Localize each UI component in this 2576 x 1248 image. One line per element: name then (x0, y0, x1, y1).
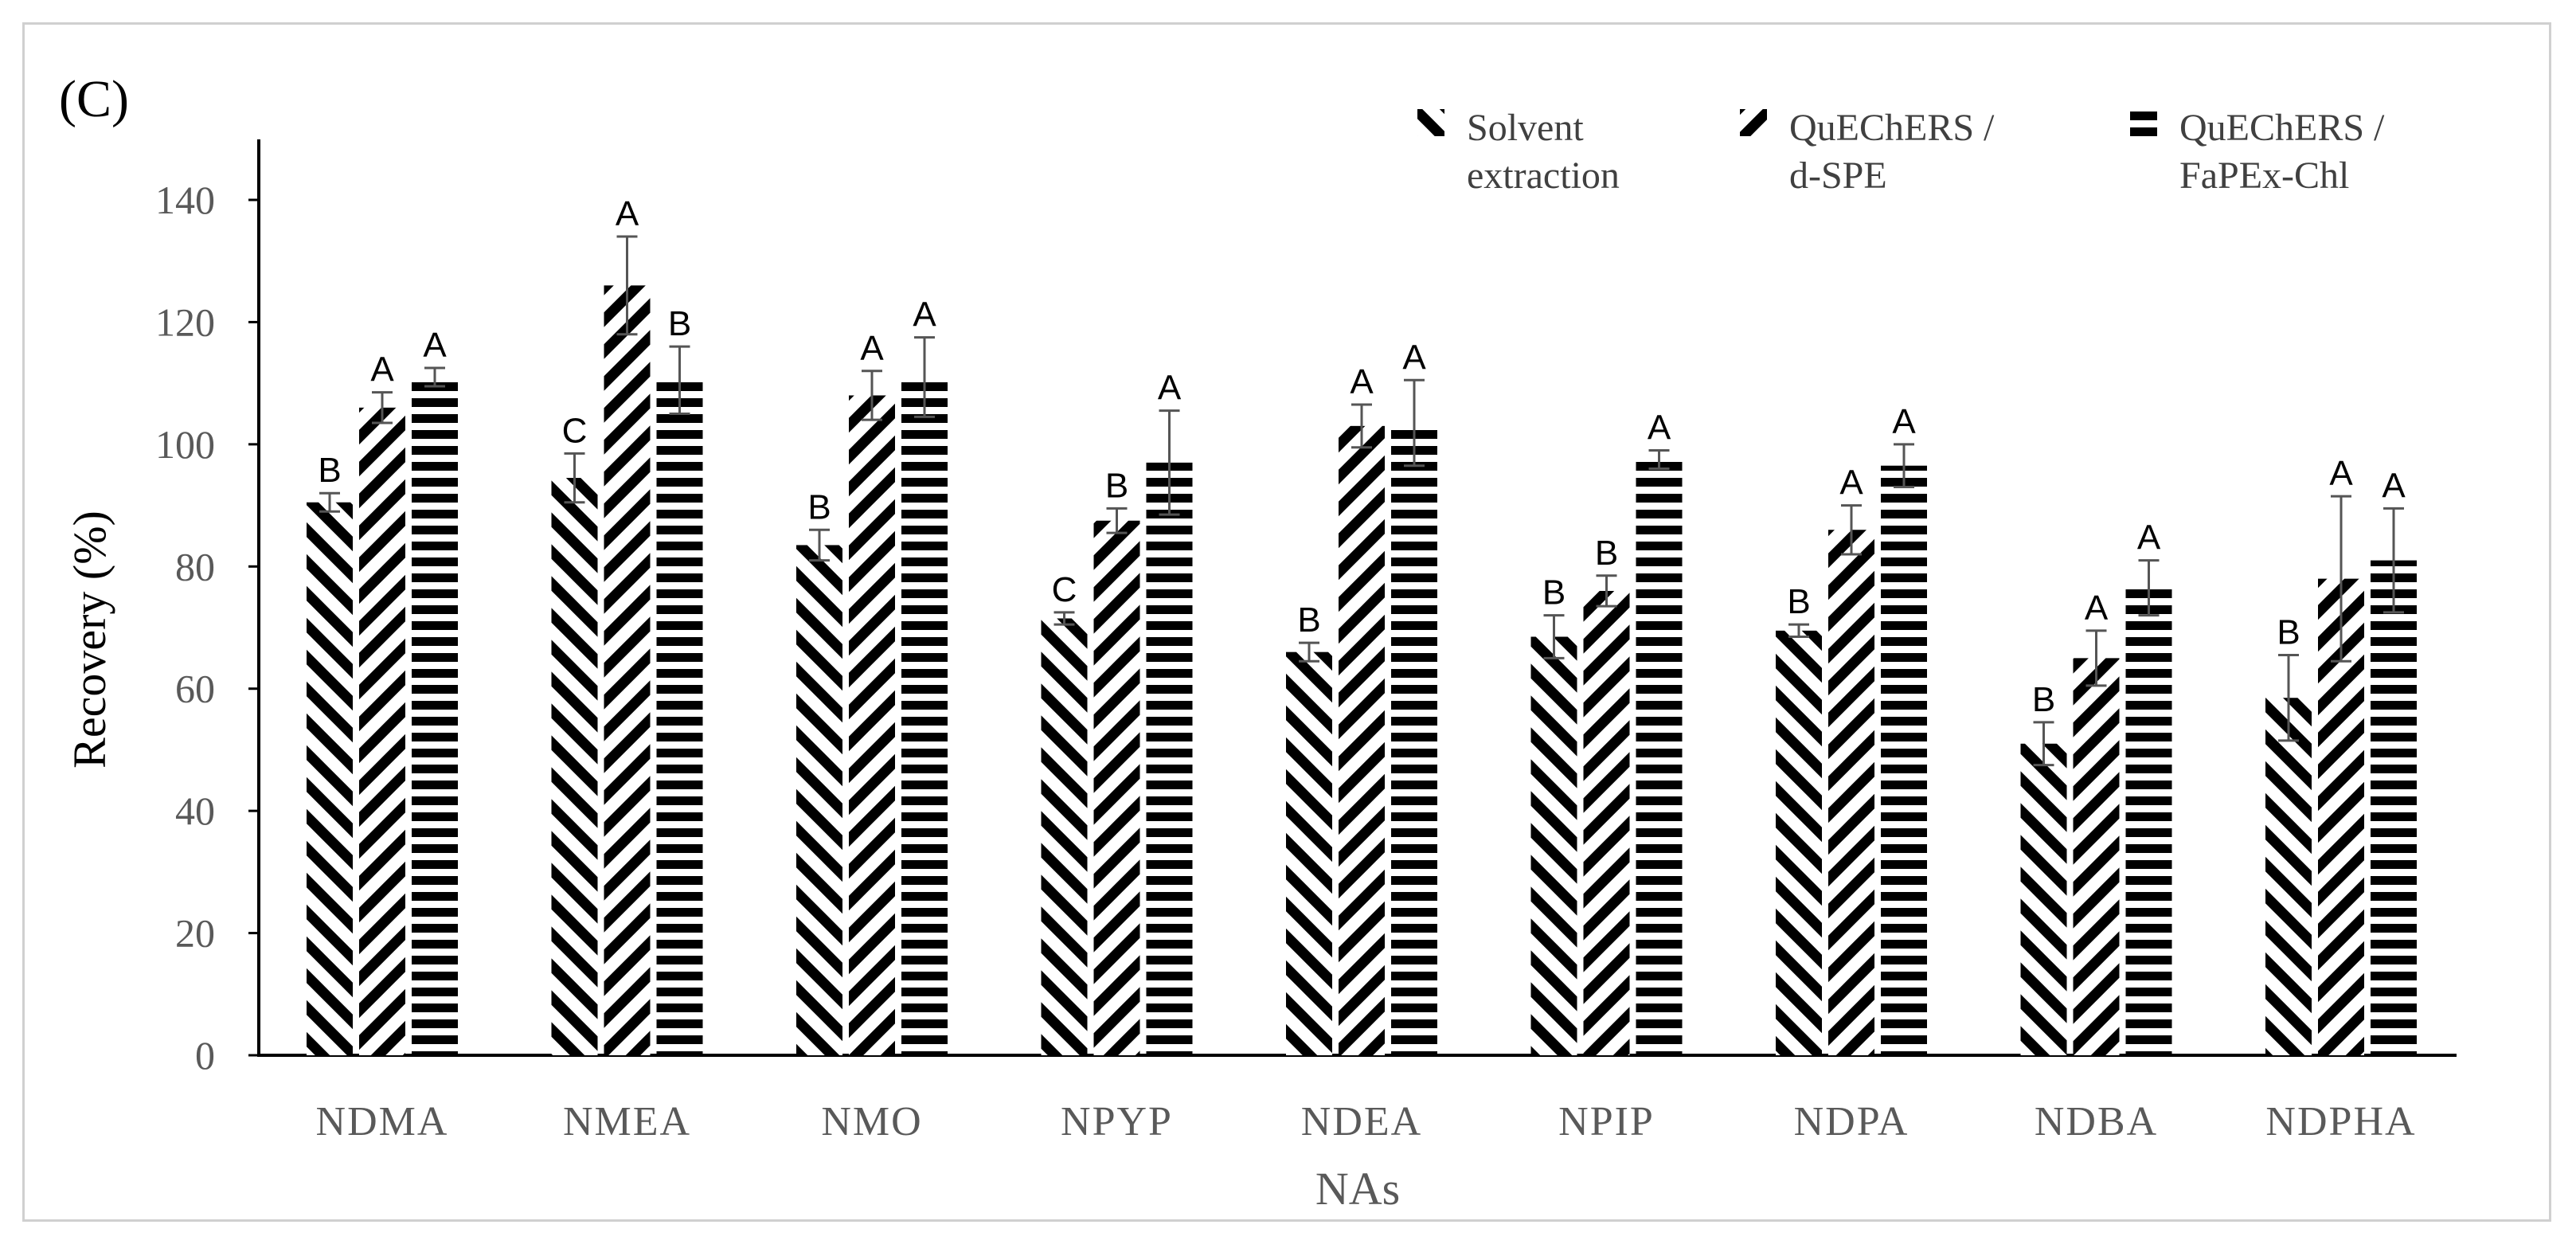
significance-label: B (2277, 613, 2300, 652)
y-tick-label: 60 (175, 667, 215, 711)
significance-label: B (2032, 680, 2055, 719)
legend-label: QuEChERS / (1789, 107, 1995, 149)
bar-ndea-series-1 (1286, 651, 1332, 1055)
bar-ndpha-series-3 (2371, 560, 2417, 1055)
significance-label: A (913, 295, 936, 334)
significance-label: A (2085, 589, 2109, 628)
x-tick-label: NDMA (316, 1099, 449, 1144)
panel-label: (C) (59, 70, 129, 128)
bar-ndma-series-3 (412, 377, 458, 1055)
bar-ndma-series-2 (359, 407, 405, 1055)
bar-ndba-series-1 (2020, 743, 2067, 1055)
significance-label: B (1105, 466, 1128, 505)
y-tick-label: 120 (155, 299, 215, 344)
legend-swatch-backslash (1417, 109, 1444, 136)
y-tick-label: 40 (175, 788, 215, 833)
legend-label: FaPEx-Chl (2179, 155, 2349, 197)
x-tick-label: NDBA (2035, 1099, 2158, 1144)
significance-label: A (370, 350, 394, 389)
bar-npyp-series-1 (1041, 618, 1088, 1055)
y-tick-label: 140 (155, 178, 215, 222)
legend-label: extraction (1467, 155, 1620, 197)
y-axis-title: Recovery (%) (64, 511, 115, 769)
x-tick-label: NMO (821, 1099, 922, 1144)
y-tick-label: 80 (175, 544, 215, 589)
significance-label: A (2137, 518, 2161, 557)
bar-ndpa-series-3 (1881, 465, 1927, 1055)
bar-npyp-series-2 (1093, 520, 1140, 1055)
y-tick-label: 100 (155, 422, 215, 467)
legend: Solvent extraction QuEChERS / d-SPE QuEChERS… (1417, 107, 2385, 197)
bar-ndea-series-3 (1391, 423, 1437, 1055)
bar-nmo-series-3 (901, 377, 948, 1055)
legend-label: QuEChERS / (2179, 107, 2385, 149)
significance-label: B (807, 487, 831, 526)
bar-ndma-series-1 (307, 502, 353, 1055)
x-tick-label: NPYP (1061, 1099, 1173, 1144)
significance-label: C (562, 411, 588, 450)
bar-nmea-series-3 (656, 380, 703, 1055)
bar-npip-series-2 (1583, 590, 1630, 1055)
bar-npip-series-1 (1530, 636, 1577, 1055)
x-tick-label: NMEA (563, 1099, 691, 1144)
bar-ndea-series-2 (1339, 425, 1385, 1055)
significance-label: A (1892, 402, 1916, 441)
bar-ndba-series-2 (2073, 658, 2120, 1055)
legend-label: Solvent (1467, 107, 1584, 149)
bar-nmo-series-1 (796, 545, 842, 1055)
significance-label: B (1595, 534, 1618, 573)
bar-nmo-series-2 (849, 395, 895, 1055)
y-tick-label: 0 (195, 1033, 215, 1078)
significance-label: A (2382, 466, 2406, 505)
x-axis-title: NAs (1315, 1163, 1400, 1215)
significance-label: A (1648, 409, 1671, 448)
x-tick-label: NDPA (1794, 1099, 1910, 1144)
y-tick-label: 20 (175, 911, 215, 956)
significance-label: A (1839, 464, 1863, 503)
legend-swatch-horizontal (2130, 109, 2157, 136)
significance-label: A (423, 326, 447, 365)
bar-npip-series-3 (1636, 460, 1683, 1055)
bar-ndpa-series-1 (1776, 630, 1822, 1055)
significance-label: B (1297, 601, 1320, 640)
bar-ndpa-series-2 (1828, 530, 1874, 1055)
bar-ndba-series-3 (2125, 588, 2172, 1055)
significance-label: A (2329, 454, 2353, 493)
significance-label: A (860, 329, 884, 368)
x-tick-label: NDPHA (2265, 1099, 2416, 1144)
significance-label: B (1542, 573, 1566, 612)
significance-label: A (616, 194, 639, 233)
significance-label: A (1158, 369, 1182, 408)
bar-ndpha-series-1 (2265, 698, 2312, 1055)
significance-label: B (318, 451, 341, 490)
significance-label: B (1787, 582, 1810, 621)
significance-label: A (1402, 338, 1426, 377)
legend-swatch-slash (1740, 109, 1767, 136)
bar-npyp-series-3 (1146, 462, 1193, 1055)
x-tick-label: NPIP (1558, 1099, 1655, 1144)
bar-nmea-series-1 (551, 478, 598, 1055)
significance-label: C (1052, 570, 1077, 609)
bar-nmea-series-2 (604, 285, 651, 1055)
significance-label: A (1350, 362, 1374, 401)
legend-label: d-SPE (1789, 155, 1887, 197)
x-tick-label: NDEA (1301, 1099, 1422, 1144)
significance-label: B (668, 304, 691, 343)
